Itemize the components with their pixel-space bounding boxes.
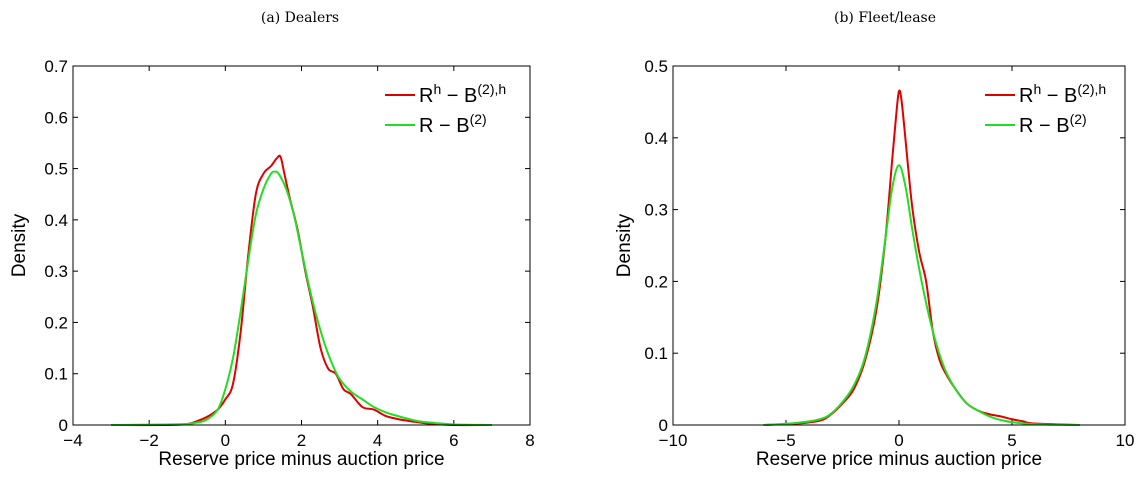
- x-tick-label: 5: [1007, 431, 1016, 450]
- x-tick-label: −4: [63, 431, 82, 450]
- series-line: [111, 170, 492, 426]
- series-line: [763, 89, 1080, 426]
- y-tick-label: 0.5: [644, 57, 668, 76]
- plot-frame: [672, 65, 1126, 426]
- x-tick-label: 2: [297, 431, 306, 450]
- x-tick-label: 6: [449, 431, 458, 450]
- y-tick-label: 0.4: [44, 211, 68, 230]
- series-line: [763, 164, 1080, 426]
- y-tick-label: 0.1: [644, 344, 668, 363]
- x-tick-label: 4: [373, 431, 382, 450]
- curves: [763, 89, 1080, 426]
- x-tick-label: −5: [776, 431, 795, 450]
- x-axis-label: Reserve price minus auction price: [158, 449, 444, 470]
- ticks: −10 −5 0 5 10 0 0.1 0.2 0.3 0.4 0.5: [644, 57, 1134, 450]
- y-tick-label: 0.2: [44, 313, 68, 332]
- legend-label: Rh − B(2),h: [419, 81, 506, 107]
- x-tick-label: −10: [659, 431, 688, 450]
- legend: Rh − B(2),h R − B(2): [985, 81, 1106, 137]
- y-tick-label: 0.4: [644, 129, 668, 148]
- panel-dealers: (a) Dealers −4 −2 0 2 4 6 8 0 0.1 0.2 0.3 0.4 0.5 0.6…: [9, 10, 535, 470]
- series-line: [111, 154, 492, 427]
- y-tick-label: 0.7: [44, 57, 68, 76]
- y-tick-label: 0.5: [44, 160, 68, 179]
- y-axis-label: Density: [9, 213, 30, 277]
- y-tick-label: 0.6: [44, 108, 68, 127]
- panel-fleet-lease: (b) Fleet/lease −10 −5 0 5 10 0 0.1 0.2 0.3 0.4 0.…: [614, 10, 1134, 470]
- x-tick-label: 10: [1116, 431, 1135, 450]
- legend-label: R − B(2): [419, 111, 487, 137]
- y-tick-label: 0.1: [44, 365, 68, 384]
- x-tick-label: 0: [221, 431, 230, 450]
- y-tick-label: 0: [659, 416, 668, 435]
- y-tick-label: 0: [59, 416, 68, 435]
- legend-label: R − B(2): [1019, 111, 1087, 137]
- x-tick-label: −2: [139, 431, 158, 450]
- curves: [111, 154, 492, 427]
- legend-label: Rh − B(2),h: [1019, 81, 1106, 107]
- y-tick-label: 0.2: [644, 272, 668, 291]
- legend: Rh − B(2),h R − B(2): [385, 81, 506, 137]
- y-axis-label: Density: [614, 213, 635, 277]
- panel-title: (b) Fleet/lease: [834, 10, 936, 26]
- panel-title: (a) Dealers: [261, 10, 339, 26]
- x-axis-label: Reserve price minus auction price: [756, 449, 1042, 470]
- y-tick-label: 0.3: [44, 262, 68, 281]
- ticks: −4 −2 0 2 4 6 8 0 0.1 0.2 0.3 0.4 0.5 0.6 0.7: [44, 57, 534, 450]
- x-tick-label: 0: [894, 431, 903, 450]
- plot-frame: [72, 65, 531, 426]
- x-tick-label: 8: [525, 431, 534, 450]
- y-tick-label: 0.3: [644, 201, 668, 220]
